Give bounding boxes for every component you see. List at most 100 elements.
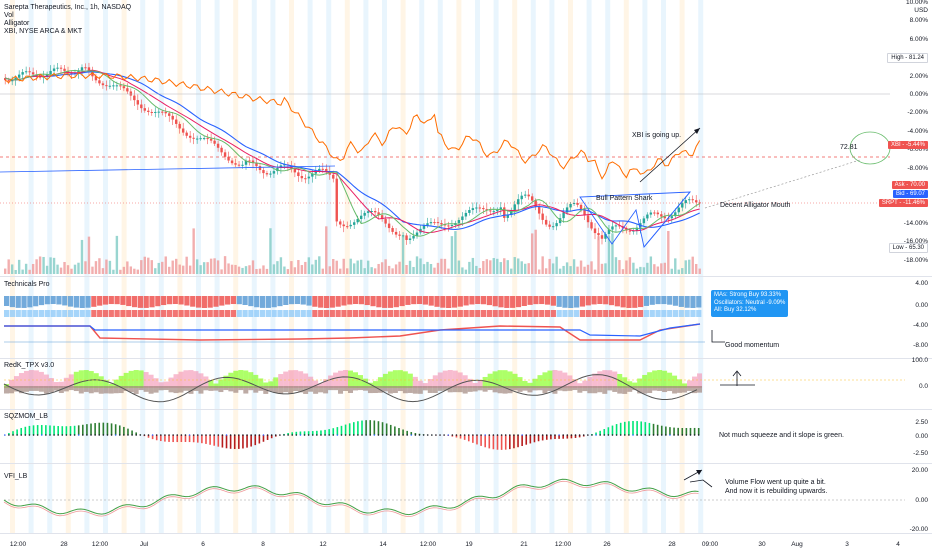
tech-band-segment (521, 296, 527, 307)
sqzmom-title[interactable]: SQZMOM_LB (4, 413, 48, 420)
sqz-histogram-bar (32, 425, 35, 435)
redk-area (642, 374, 648, 388)
candle-body (387, 223, 391, 229)
tech-band-segment (539, 296, 545, 305)
redk-base (437, 386, 443, 391)
redk-base (183, 386, 189, 391)
candle-body (681, 203, 684, 208)
redk-base (692, 386, 698, 394)
redk-area (632, 382, 638, 388)
pane-separator[interactable] (0, 409, 932, 410)
redk-base (283, 386, 289, 393)
volume-bar (380, 262, 384, 274)
sqz-tick: -2.50 (913, 450, 928, 457)
candle-body (604, 233, 607, 239)
redk-area (263, 382, 269, 388)
candle-body (237, 164, 241, 166)
pane-separator[interactable] (0, 358, 932, 359)
tech-band-segment (15, 296, 21, 308)
price-axis-tick: -6.00% (907, 146, 928, 154)
redk-base (502, 386, 508, 394)
tech-band-segment (38, 296, 45, 306)
redk-base (612, 386, 618, 392)
volume-bar (164, 256, 167, 274)
legend-all: All: Buy 32.12% (714, 307, 757, 313)
candle-body (262, 170, 265, 174)
sqz-dot (591, 434, 593, 436)
sqz-dot (229, 434, 232, 436)
redk-area (208, 380, 214, 388)
pane-separator[interactable] (0, 533, 932, 534)
indicator-xbi[interactable]: XBI, NYSE ARCA & MKT (4, 28, 83, 35)
redk-base (447, 386, 453, 393)
volume-bar (642, 267, 646, 274)
tech-band-segment (335, 310, 341, 317)
redk-base (43, 386, 49, 394)
price-axis-tick: -4.00% (907, 127, 928, 135)
volume-bar (307, 257, 311, 274)
candle-body (293, 168, 297, 173)
session-stripe (344, 0, 350, 534)
volume-bar (506, 260, 509, 274)
candle-body (408, 238, 412, 240)
candle-body (684, 200, 687, 204)
sqz-histogram-bar (467, 435, 470, 442)
redk-base (367, 386, 373, 394)
sqz-dot (4, 434, 6, 436)
candle-body (342, 224, 345, 227)
candle-body (161, 111, 164, 113)
tech-band-segment (114, 296, 120, 305)
vfi-title[interactable]: VFI_LB (4, 473, 28, 480)
redk-area (183, 370, 189, 388)
sqz-histogram-bar (303, 431, 306, 435)
volume-bar (698, 268, 701, 274)
candle-body (667, 218, 670, 220)
redk-base (8, 386, 14, 394)
technicals-title[interactable]: Technicals Pro (4, 281, 50, 288)
sqz-histogram-bar (40, 425, 43, 435)
indicator-vol[interactable]: Vol (4, 12, 14, 19)
volume-bar (394, 264, 398, 274)
redk-area (313, 380, 319, 388)
indicator-alligator[interactable]: Alligator (4, 20, 30, 27)
sqz-dot (480, 434, 482, 436)
sqz-dot (422, 434, 425, 436)
redk-area (522, 381, 528, 388)
redk-base (477, 386, 483, 391)
sqz-histogram-bar (455, 435, 458, 438)
tech-band-segment (498, 296, 504, 308)
candle-body (112, 85, 115, 87)
redk-base (392, 386, 398, 393)
technicals-legend: MAs: Strong Buy 93.33% Oscillators: Neut… (711, 290, 789, 317)
sqz-histogram-bar (365, 420, 367, 435)
volume-bar (105, 259, 108, 274)
redk-base (113, 386, 119, 394)
pane-separator[interactable] (0, 276, 932, 277)
sqz-histogram-bar (550, 435, 552, 440)
redk-base (333, 386, 339, 391)
sqz-dot (53, 434, 55, 436)
volume-bar (91, 266, 94, 274)
redk-base (328, 386, 334, 391)
redk-title[interactable]: RedK_TPX v3.0 (4, 362, 55, 369)
tech-band-segment (236, 310, 242, 317)
sqz-histogram-bar (484, 435, 486, 448)
pane-separator[interactable] (0, 463, 932, 464)
tech-band-segment (277, 310, 283, 317)
tech-band-segment (195, 310, 202, 317)
candle-body (164, 111, 167, 114)
redk-area (512, 373, 518, 388)
sqz-dot (209, 434, 211, 436)
redk-base (268, 386, 274, 392)
sqz-dot (303, 434, 306, 436)
sqz-histogram-bar (607, 427, 610, 435)
candle-body (496, 209, 499, 212)
redk-base (23, 386, 29, 392)
redk-area (557, 370, 563, 388)
volume-bar (391, 268, 394, 274)
sqz-dot (258, 434, 261, 436)
tech-band-segment (33, 296, 39, 307)
redk-area (138, 370, 144, 388)
sqz-dot (463, 434, 466, 436)
